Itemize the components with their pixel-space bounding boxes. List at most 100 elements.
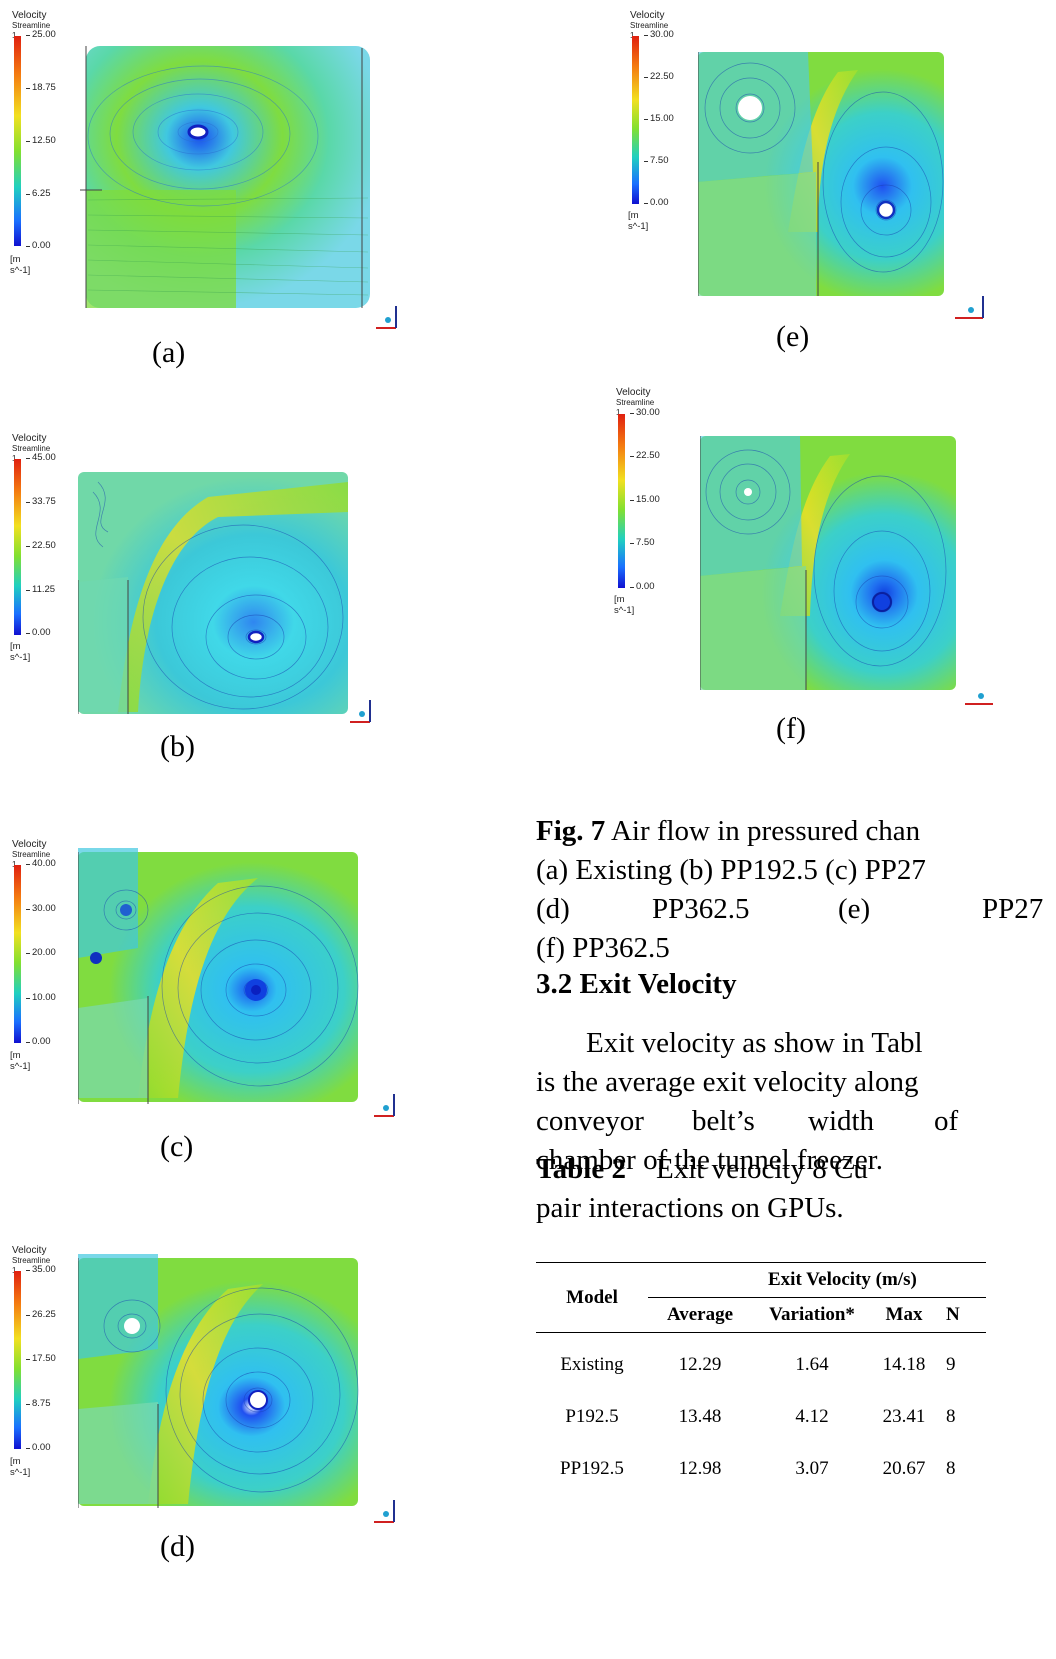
streamline-plot bbox=[78, 1254, 359, 1508]
paragraph-word: belt’s bbox=[692, 1105, 755, 1137]
table-cell: 23.41 bbox=[882, 1405, 926, 1427]
colorbar-tick: 40.00 bbox=[26, 858, 56, 869]
colorbar bbox=[14, 865, 21, 1043]
table-header-cell: N bbox=[946, 1303, 960, 1325]
table-cell: 20.67 bbox=[882, 1457, 926, 1479]
streamline-plot bbox=[78, 472, 348, 714]
table-cell: 12.98 bbox=[678, 1457, 722, 1479]
table-cell-model: P192.5 bbox=[565, 1405, 619, 1427]
colorbar-unit: [m s^-1] bbox=[10, 1456, 31, 1478]
colorbar-tick: 11.25 bbox=[25, 584, 56, 595]
colorbar-tick: 20.00 bbox=[26, 947, 56, 958]
colorbar-tick: 15.00 bbox=[644, 113, 674, 124]
table-header-cell: Average bbox=[666, 1303, 734, 1325]
caption-text: (e) bbox=[838, 893, 871, 925]
paragraph-line: chamber of the tunnel freezer. bbox=[536, 1144, 884, 1176]
colorbar-tick: 10.00 bbox=[26, 992, 56, 1003]
table-caption-text: Exit velocity 8 Cu bbox=[656, 1153, 868, 1185]
colorbar-tick: 33.75 bbox=[26, 496, 56, 507]
colorbar-unit: [m s^-1] bbox=[10, 641, 31, 663]
table-caption-text: pair interactions on GPUs. bbox=[536, 1192, 844, 1224]
table-cell: 1.64 bbox=[752, 1331, 872, 1391]
colorbar-tick: 30.00 bbox=[26, 903, 56, 914]
colorbar-tick: 26.25 bbox=[26, 1309, 56, 1320]
table-caption: Table 2 Exit velocity 8 Cu pair interacti… bbox=[536, 1150, 868, 1228]
colorbar-tick: 6.25 bbox=[26, 188, 51, 199]
colorbar-unit: [m s^-1] bbox=[628, 210, 649, 232]
colorbar-tick: 18.75 bbox=[26, 82, 56, 93]
colorbar-tick: 25.00 bbox=[26, 29, 56, 40]
paragraph-line: Exit velocity as show in Tabl bbox=[586, 1027, 923, 1059]
axis-triad-icon bbox=[374, 1094, 395, 1117]
axis-triad-icon bbox=[955, 296, 984, 319]
figure-label: Fig. 7 bbox=[536, 815, 606, 847]
colorbar-tick: 45.00 bbox=[26, 452, 56, 463]
table-cell-model: PP192.5 bbox=[560, 1457, 624, 1479]
table-group-header: Exit Velocity (m/s) bbox=[648, 1262, 986, 1298]
caption-text: (d) bbox=[536, 893, 570, 925]
caption-text: (f) PP362.5 bbox=[536, 932, 670, 964]
streamline-plot bbox=[700, 436, 956, 690]
table-cell: 13.48 bbox=[678, 1405, 722, 1427]
colorbar-unit: [m s^-1] bbox=[10, 1050, 31, 1072]
panel-label: (c) bbox=[160, 1130, 194, 1163]
paragraph-word: width bbox=[808, 1105, 875, 1137]
colorbar-tick: 7.50 bbox=[630, 537, 655, 548]
table-cell: 4.12 bbox=[795, 1405, 829, 1427]
paragraph-line: is the average exit velocity along bbox=[536, 1066, 919, 1098]
table-cell: 14.18 bbox=[872, 1331, 936, 1391]
table-header-cell: Variation* bbox=[769, 1303, 855, 1325]
colorbar-tick: 30.00 bbox=[630, 407, 660, 418]
table-cell: 8 bbox=[946, 1457, 956, 1479]
colorbar-tick: 12.50 bbox=[26, 135, 56, 146]
colorbar-tick: 22.50 bbox=[630, 450, 660, 461]
panel-label: (a) bbox=[152, 336, 186, 369]
panel-label: (d) bbox=[160, 1530, 195, 1563]
streamline-plot bbox=[698, 52, 944, 296]
table-label: Table 2 bbox=[536, 1153, 626, 1185]
colorbar-tick: 35.00 bbox=[26, 1264, 56, 1275]
paragraph-word: of bbox=[934, 1105, 959, 1137]
colorbar-unit: [m s^-1] bbox=[614, 594, 635, 616]
streamline-plot bbox=[80, 46, 370, 308]
colorbar-tick: 22.50 bbox=[644, 71, 674, 82]
streamline-plot bbox=[78, 848, 359, 1104]
colorbar bbox=[14, 459, 21, 635]
colorbar-tick: 0.00 bbox=[26, 240, 51, 251]
colorbar bbox=[632, 36, 639, 204]
exit-velocity-table: Exit Velocity (m/s) Model Average Variat… bbox=[536, 1262, 986, 1495]
panel-label: (e) bbox=[776, 320, 810, 353]
table-header-model: Model bbox=[566, 1286, 618, 1308]
colorbar-tick: 0.00 bbox=[644, 197, 669, 208]
colorbar-tick: 17.50 bbox=[26, 1353, 56, 1364]
colorbar-unit: [m s^-1] bbox=[10, 254, 31, 276]
colorbar-tick: 22.50 bbox=[26, 540, 56, 551]
axis-triad-icon bbox=[374, 1500, 395, 1523]
table-cell: 12.29 bbox=[648, 1331, 752, 1391]
table-cell: 3.07 bbox=[795, 1457, 829, 1479]
axis-triad-icon bbox=[965, 693, 993, 705]
caption-text: PP27 bbox=[982, 893, 1044, 925]
paragraph-word: conveyor bbox=[536, 1105, 644, 1137]
colorbar-tick: 0.00 bbox=[26, 1036, 51, 1047]
table-cell: 9 bbox=[936, 1331, 986, 1391]
body-paragraph: Exit velocity as show in Tabl is the ave… bbox=[536, 1024, 958, 1180]
colorbar bbox=[14, 1271, 21, 1449]
panel-label: (f) bbox=[776, 712, 806, 745]
axis-triad-icon bbox=[350, 700, 371, 723]
colorbar-tick: 7.50 bbox=[644, 155, 669, 166]
caption-text: (a) Existing (b) PP192.5 (c) PP27 bbox=[536, 854, 926, 886]
caption-text: Air flow in pressured chan bbox=[610, 815, 921, 847]
colorbar bbox=[618, 414, 625, 588]
colorbar-tick: 0.00 bbox=[26, 1442, 51, 1453]
colorbar-tick: 30.00 bbox=[644, 29, 674, 40]
colorbar-tick: 8.75 bbox=[26, 1398, 51, 1409]
section-heading: 3.2 Exit Velocity bbox=[536, 968, 737, 1000]
caption-text: PP362.5 bbox=[652, 893, 750, 925]
figure-caption: Fig. 7 Air flow in pressured chan (a) Ex… bbox=[536, 812, 1056, 968]
table-cell-model: Existing bbox=[536, 1331, 648, 1391]
